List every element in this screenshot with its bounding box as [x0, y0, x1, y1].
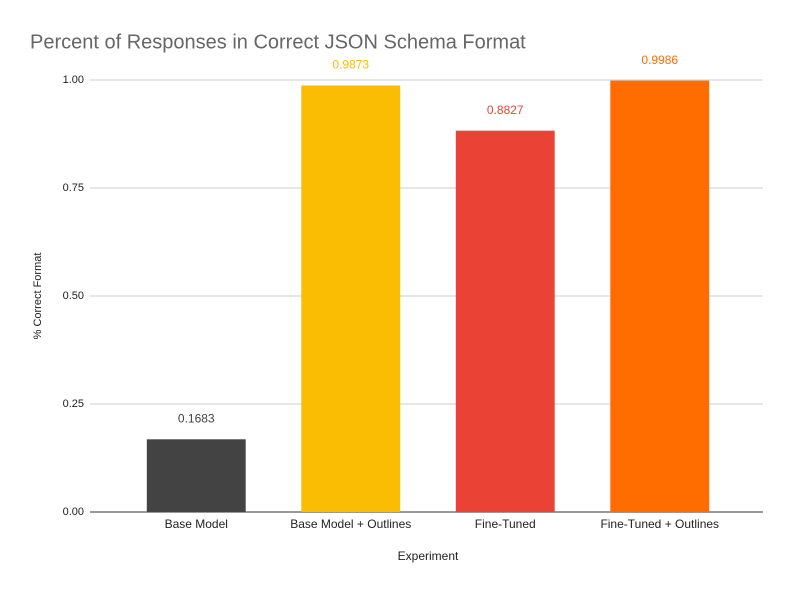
bar — [455, 130, 555, 513]
bar — [610, 80, 710, 512]
value-label: 0.1683 — [178, 411, 215, 425]
x-axis-label: Experiment — [398, 549, 459, 563]
value-label: 0.8827 — [487, 103, 524, 117]
y-tick-label: 1.00 — [63, 74, 84, 86]
x-tick-label: Base Model + Outlines — [290, 517, 411, 531]
bar — [301, 85, 401, 513]
chart-title: Percent of Responses in Correct JSON Sch… — [30, 31, 526, 53]
bar — [146, 439, 246, 512]
x-tick-label: Fine-Tuned — [475, 517, 536, 531]
y-axis-label: % Correct Format — [32, 253, 44, 340]
value-label: 0.9986 — [641, 53, 678, 67]
y-tick-label: 0.75 — [63, 182, 84, 194]
value-label: 0.9873 — [332, 58, 369, 72]
y-tick-label: 0.50 — [63, 290, 84, 302]
x-tick-label: Fine-Tuned + Outlines — [600, 517, 719, 531]
x-tick-label: Base Model — [165, 517, 228, 531]
y-tick-label: 0.25 — [63, 398, 84, 410]
y-tick-label: 0.00 — [63, 506, 84, 518]
